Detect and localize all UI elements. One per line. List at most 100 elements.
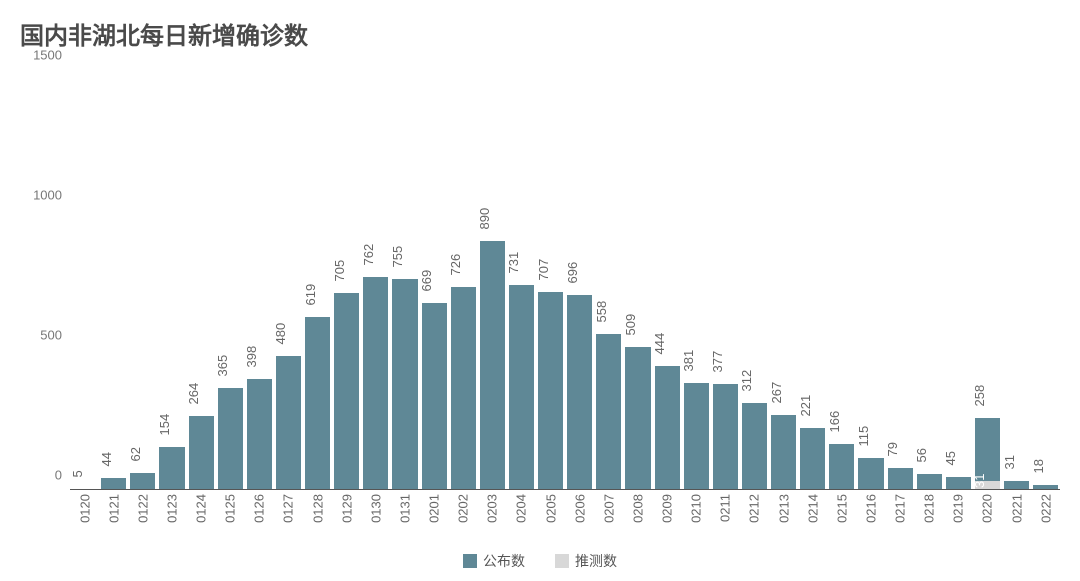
bar-value-label: 509: [623, 314, 638, 336]
bar-slot: 166: [829, 70, 854, 490]
bar: [538, 292, 563, 490]
x-label-slot: 0123: [159, 490, 184, 520]
bar-slot: 377: [713, 70, 738, 490]
x-label-slot: 0203: [480, 490, 505, 520]
x-label-slot: 0202: [451, 490, 476, 520]
bar-value-label: 705: [332, 259, 347, 281]
x-label-slot: 0216: [858, 490, 883, 520]
bar: [363, 277, 388, 490]
bar-value-label: 480: [273, 322, 288, 344]
bar-value-label: 18: [1031, 459, 1046, 473]
x-label-slot: 0218: [917, 490, 942, 520]
x-label-slot: 0125: [218, 490, 243, 520]
legend-swatch: [463, 554, 477, 568]
x-tick-label: 0222: [1038, 494, 1053, 523]
legend-item: 推测数: [555, 551, 617, 571]
x-tick-label: 0123: [164, 494, 179, 523]
bar-value-label: 707: [536, 259, 551, 281]
bar-value-label: 762: [361, 243, 376, 265]
bar-value-label: 381: [681, 350, 696, 372]
x-tick-label: 0214: [805, 494, 820, 523]
x-label-slot: 0201: [422, 490, 447, 520]
x-tick-label: 0212: [747, 494, 762, 523]
bar-slot: 755: [392, 70, 417, 490]
x-tick-label: 0202: [456, 494, 471, 523]
x-tick-label: 0122: [135, 494, 150, 523]
bar-value-label: 79: [885, 442, 900, 456]
x-label-slot: 0206: [567, 490, 592, 520]
bar: [858, 458, 883, 490]
bar-slot: 5: [72, 70, 97, 490]
bar-value-label: 696: [565, 262, 580, 284]
bars-container: 5446215426436539848061970576275566972689…: [70, 70, 1060, 490]
bar: [189, 416, 214, 490]
x-label-slot: 0217: [888, 490, 913, 520]
bar-slot: 264: [189, 70, 214, 490]
bar-slot: 444: [655, 70, 680, 490]
bar: [334, 293, 359, 490]
x-label-slot: 0205: [538, 490, 563, 520]
x-tick-label: 0205: [543, 494, 558, 523]
bar-slot: 558: [596, 70, 621, 490]
x-label-slot: 0130: [363, 490, 388, 520]
x-label-slot: 0221: [1004, 490, 1029, 520]
bar-slot: 18: [1033, 70, 1058, 490]
x-tick-label: 0204: [514, 494, 529, 523]
bar: [917, 474, 942, 490]
bar: [247, 379, 272, 490]
bar-value-label: 56: [914, 448, 929, 462]
bar: [596, 334, 621, 490]
x-label-slot: 0222: [1033, 490, 1058, 520]
bar-slot: 762: [363, 70, 388, 490]
x-label-slot: 0207: [596, 490, 621, 520]
bar: [422, 303, 447, 490]
bar-slot: 890: [480, 70, 505, 490]
bar-slot: 619: [305, 70, 330, 490]
x-label-slot: 0124: [189, 490, 214, 520]
legend-label: 推测数: [575, 551, 617, 571]
bar-value-label: 558: [594, 301, 609, 323]
plot-region: 5446215426436539848061970576275566972689…: [70, 70, 1060, 490]
x-tick-label: 0210: [689, 494, 704, 523]
x-tick-label: 0217: [893, 494, 908, 523]
x-label-slot: 0211: [713, 490, 738, 520]
bar-slot: 705: [334, 70, 359, 490]
legend-item: 公布数: [463, 551, 525, 571]
bar-slot: 365: [218, 70, 243, 490]
x-label-slot: 0214: [800, 490, 825, 520]
legend-label: 公布数: [483, 551, 525, 571]
legend-swatch: [555, 554, 569, 568]
bar: [392, 279, 417, 490]
bar-value-label: 726: [448, 254, 463, 276]
x-label-slot: 0212: [742, 490, 767, 520]
bar-value-label: 365: [215, 355, 230, 377]
y-axis: 050010001500: [20, 70, 70, 490]
bar-value-label: 312: [739, 369, 754, 391]
bar-value-label: 62: [128, 447, 143, 461]
x-label-slot: 0220: [975, 490, 1000, 520]
bar-slot: 480: [276, 70, 301, 490]
x-tick-label: 0206: [572, 494, 587, 523]
bar-value-label: 731: [506, 252, 521, 274]
bar-slot: 726: [451, 70, 476, 490]
bar-slot: 115: [858, 70, 883, 490]
bar-slot: 221: [800, 70, 825, 490]
y-tick-label: 1500: [33, 48, 62, 63]
bar-value-label: 755: [390, 245, 405, 267]
x-tick-label: 0129: [339, 494, 354, 523]
bar-slot: 31258: [975, 70, 1000, 490]
bar: [159, 447, 184, 490]
x-tick-label: 0218: [922, 494, 937, 523]
x-label-slot: 0121: [101, 490, 126, 520]
bar-slot: 154: [159, 70, 184, 490]
x-label-slot: 0219: [946, 490, 971, 520]
bar-slot: 731: [509, 70, 534, 490]
bar-value-label: 267: [769, 382, 784, 404]
x-tick-label: 0207: [601, 494, 616, 523]
bar-value-label: 669: [419, 269, 434, 291]
x-tick-label: 0219: [951, 494, 966, 523]
x-label-slot: 0204: [509, 490, 534, 520]
bar-slot: 669: [422, 70, 447, 490]
x-tick-label: 0131: [397, 494, 412, 523]
bar: [829, 444, 854, 490]
